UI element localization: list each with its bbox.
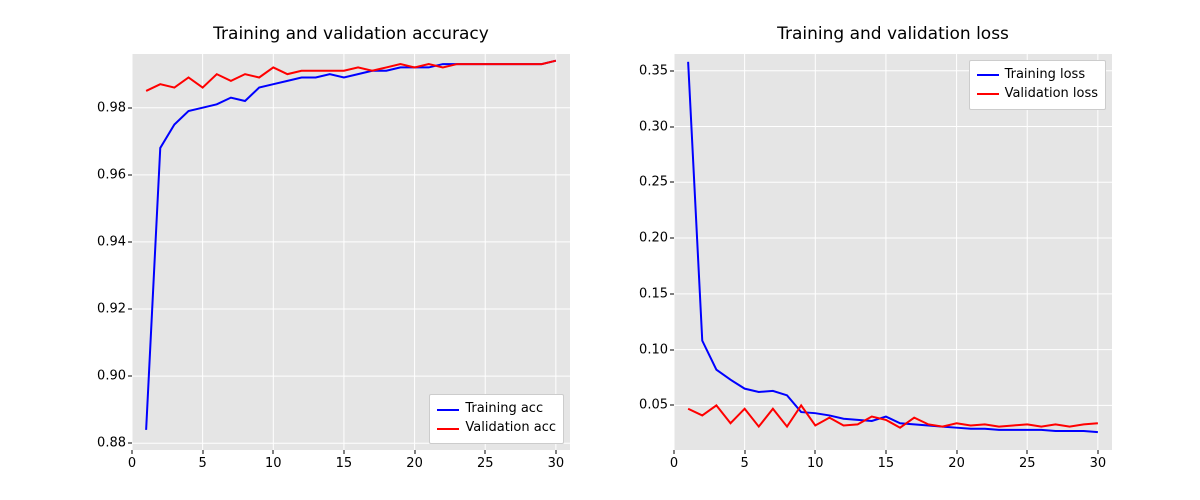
loss-chart-svg — [674, 54, 1112, 450]
y-tick-label: 0.30 — [639, 119, 674, 134]
legend-swatch — [437, 428, 459, 430]
accuracy-series — [146, 61, 556, 430]
figure: Training and validation accuracy 0.88 0.9… — [0, 0, 1200, 500]
accuracy-grid — [132, 54, 570, 450]
legend-item: Training loss — [977, 66, 1098, 85]
loss-chart-title: Training and validation loss — [674, 24, 1112, 44]
y-tick-label: 0.05 — [639, 398, 674, 413]
y-tick-label: 0.25 — [639, 175, 674, 190]
y-tick-label: 0.96 — [97, 167, 132, 182]
y-tick-label: 0.88 — [97, 436, 132, 451]
legend-label: Validation loss — [1005, 85, 1098, 104]
legend-item: Validation acc — [437, 419, 556, 438]
legend-label: Validation acc — [465, 419, 556, 438]
y-tick-label: 0.10 — [639, 342, 674, 357]
legend-label: Training acc — [465, 400, 543, 419]
loss-legend: Training lossValidation loss — [969, 60, 1106, 110]
y-tick-label: 0.94 — [97, 234, 132, 249]
series-training-loss — [688, 62, 1098, 432]
series-training-acc — [146, 61, 556, 430]
y-tick-label: 0.15 — [639, 286, 674, 301]
y-tick-label: 0.20 — [639, 231, 674, 246]
accuracy-legend: Training accValidation acc — [429, 394, 564, 444]
loss-chart: Training and validation loss 0.050.100.1… — [674, 54, 1112, 450]
loss-series — [688, 62, 1098, 432]
y-tick-label: 0.90 — [97, 369, 132, 384]
accuracy-chart: Training and validation accuracy 0.880.9… — [132, 54, 570, 450]
accuracy-chart-svg — [132, 54, 570, 450]
y-tick-label: 0.98 — [97, 100, 132, 115]
legend-label: Training loss — [1005, 66, 1086, 85]
accuracy-chart-title: Training and validation accuracy — [132, 24, 570, 44]
series-validation-loss — [688, 405, 1098, 427]
legend-swatch — [977, 74, 999, 76]
legend-item: Validation loss — [977, 85, 1098, 104]
legend-swatch — [977, 93, 999, 95]
legend-swatch — [437, 409, 459, 411]
loss-grid — [674, 54, 1112, 450]
legend-item: Training acc — [437, 400, 556, 419]
y-tick-label: 0.92 — [97, 302, 132, 317]
y-tick-label: 0.35 — [639, 63, 674, 78]
